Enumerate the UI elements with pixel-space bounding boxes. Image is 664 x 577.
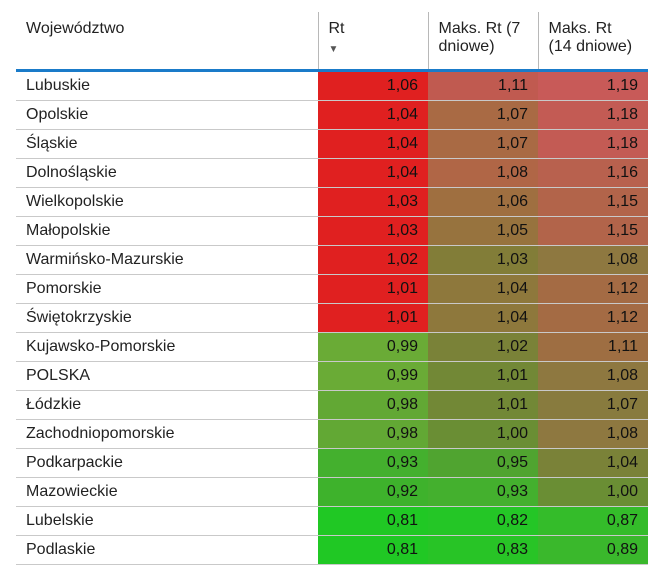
cell-wojewodztwo: Podlaskie <box>16 535 318 564</box>
cell-rt: 0,92 <box>318 477 428 506</box>
cell-rt: 1,03 <box>318 216 428 245</box>
cell-rt: 1,03 <box>318 187 428 216</box>
rt-table: Województwo Rt ▼ Maks. Rt (7 dniowe) Mak… <box>16 12 648 565</box>
cell-maks-14: 1,12 <box>538 274 648 303</box>
cell-rt: 0,81 <box>318 506 428 535</box>
cell-maks-14: 0,87 <box>538 506 648 535</box>
cell-wojewodztwo: Kujawsko-Pomorskie <box>16 332 318 361</box>
cell-maks-14: 1,04 <box>538 448 648 477</box>
cell-wojewodztwo: Pomorskie <box>16 274 318 303</box>
cell-maks-14: 1,08 <box>538 245 648 274</box>
cell-rt: 0,93 <box>318 448 428 477</box>
cell-maks-14: 0,89 <box>538 535 648 564</box>
cell-maks-7: 1,11 <box>428 70 538 100</box>
cell-wojewodztwo: Łódzkie <box>16 390 318 419</box>
col-label: Województwo <box>26 20 124 37</box>
cell-wojewodztwo: Warmińsko-Mazurskie <box>16 245 318 274</box>
cell-maks-7: 0,82 <box>428 506 538 535</box>
col-header-rt[interactable]: Rt ▼ <box>318 12 428 70</box>
table-row: Podkarpackie0,930,951,04 <box>16 448 648 477</box>
cell-maks-14: 1,19 <box>538 70 648 100</box>
cell-rt: 0,81 <box>318 535 428 564</box>
cell-maks-14: 1,16 <box>538 158 648 187</box>
sort-desc-icon: ▼ <box>329 44 418 55</box>
cell-maks-14: 1,08 <box>538 361 648 390</box>
cell-maks-7: 1,08 <box>428 158 538 187</box>
table-row: Podlaskie0,810,830,89 <box>16 535 648 564</box>
table-row: Wielkopolskie1,031,061,15 <box>16 187 648 216</box>
col-header-wojewodztwo[interactable]: Województwo <box>16 12 318 70</box>
cell-maks-14: 1,15 <box>538 216 648 245</box>
cell-maks-7: 1,05 <box>428 216 538 245</box>
cell-maks-7: 0,95 <box>428 448 538 477</box>
cell-rt: 1,04 <box>318 100 428 129</box>
cell-maks-7: 1,04 <box>428 274 538 303</box>
cell-wojewodztwo: POLSKA <box>16 361 318 390</box>
table-row: Małopolskie1,031,051,15 <box>16 216 648 245</box>
header-row: Województwo Rt ▼ Maks. Rt (7 dniowe) Mak… <box>16 12 648 70</box>
cell-maks-7: 1,03 <box>428 245 538 274</box>
cell-maks-14: 1,11 <box>538 332 648 361</box>
cell-maks-7: 1,02 <box>428 332 538 361</box>
table-row: Lubelskie0,810,820,87 <box>16 506 648 535</box>
cell-maks-14: 1,18 <box>538 129 648 158</box>
table-row: Świętokrzyskie1,011,041,12 <box>16 303 648 332</box>
cell-maks-7: 1,00 <box>428 419 538 448</box>
cell-maks-14: 1,18 <box>538 100 648 129</box>
cell-maks-7: 1,06 <box>428 187 538 216</box>
cell-wojewodztwo: Podkarpackie <box>16 448 318 477</box>
cell-rt: 1,04 <box>318 129 428 158</box>
table-row: POLSKA0,991,011,08 <box>16 361 648 390</box>
table-row: Warmińsko-Mazurskie1,021,031,08 <box>16 245 648 274</box>
cell-wojewodztwo: Opolskie <box>16 100 318 129</box>
cell-maks-14: 1,07 <box>538 390 648 419</box>
cell-maks-7: 1,07 <box>428 100 538 129</box>
cell-maks-7: 1,04 <box>428 303 538 332</box>
cell-maks-14: 1,08 <box>538 419 648 448</box>
table-row: Dolnośląskie1,041,081,16 <box>16 158 648 187</box>
table-row: Śląskie1,041,071,18 <box>16 129 648 158</box>
cell-wojewodztwo: Wielkopolskie <box>16 187 318 216</box>
cell-rt: 1,02 <box>318 245 428 274</box>
cell-maks-7: 0,93 <box>428 477 538 506</box>
cell-rt: 0,98 <box>318 419 428 448</box>
table-row: Zachodniopomorskie0,981,001,08 <box>16 419 648 448</box>
cell-rt: 1,04 <box>318 158 428 187</box>
cell-rt: 1,01 <box>318 274 428 303</box>
cell-maks-7: 1,07 <box>428 129 538 158</box>
col-label: Rt <box>329 20 345 37</box>
table-row: Lubuskie1,061,111,19 <box>16 70 648 100</box>
col-label: Maks. Rt (7 dniowe) <box>439 20 521 55</box>
cell-wojewodztwo: Śląskie <box>16 129 318 158</box>
cell-maks-7: 1,01 <box>428 390 538 419</box>
table-row: Kujawsko-Pomorskie0,991,021,11 <box>16 332 648 361</box>
cell-wojewodztwo: Małopolskie <box>16 216 318 245</box>
cell-maks-14: 1,00 <box>538 477 648 506</box>
cell-wojewodztwo: Lubelskie <box>16 506 318 535</box>
col-label: Maks. Rt (14 dniowe) <box>549 20 633 55</box>
cell-rt: 0,99 <box>318 332 428 361</box>
cell-wojewodztwo: Mazowieckie <box>16 477 318 506</box>
cell-maks-7: 1,01 <box>428 361 538 390</box>
col-header-maks-14[interactable]: Maks. Rt (14 dniowe) <box>538 12 648 70</box>
col-header-maks-7[interactable]: Maks. Rt (7 dniowe) <box>428 12 538 70</box>
cell-wojewodztwo: Świętokrzyskie <box>16 303 318 332</box>
cell-wojewodztwo: Zachodniopomorskie <box>16 419 318 448</box>
cell-rt: 0,98 <box>318 390 428 419</box>
table-row: Mazowieckie0,920,931,00 <box>16 477 648 506</box>
table-row: Pomorskie1,011,041,12 <box>16 274 648 303</box>
table-row: Łódzkie0,981,011,07 <box>16 390 648 419</box>
cell-maks-14: 1,12 <box>538 303 648 332</box>
table-row: Opolskie1,041,071,18 <box>16 100 648 129</box>
cell-maks-14: 1,15 <box>538 187 648 216</box>
cell-maks-7: 0,83 <box>428 535 538 564</box>
cell-wojewodztwo: Dolnośląskie <box>16 158 318 187</box>
cell-wojewodztwo: Lubuskie <box>16 70 318 100</box>
cell-rt: 0,99 <box>318 361 428 390</box>
cell-rt: 1,01 <box>318 303 428 332</box>
cell-rt: 1,06 <box>318 70 428 100</box>
